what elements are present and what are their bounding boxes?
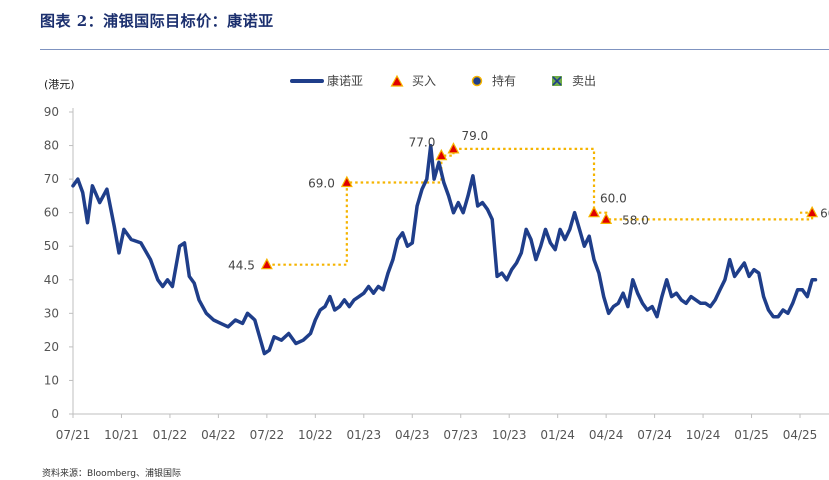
y-tick-label: 10: [44, 373, 59, 387]
legend-label-sell: 卖出: [572, 74, 597, 88]
buy-marker: [435, 148, 448, 161]
y-tick-label: 60: [44, 206, 59, 220]
x-tick-label: 01/24: [540, 428, 575, 442]
buy-marker: [806, 205, 819, 218]
target-price-label: 58.0: [622, 213, 649, 227]
target-price-label: 79.0: [461, 129, 488, 143]
x-tick-label: 01/25: [734, 428, 769, 442]
figure-title: 图表 2：浦银国际目标价：康诺亚: [40, 12, 274, 30]
y-tick-label: 70: [44, 172, 59, 186]
x-tick-label: 10/22: [298, 428, 333, 442]
x-tick-label: 07/22: [250, 428, 285, 442]
legend-item-hold: 持有: [470, 72, 516, 89]
x-tick-label: 04/24: [589, 428, 624, 442]
target-price-label: 77.0: [409, 136, 436, 150]
source-note: 资料来源：Bloomberg、浦银国际: [42, 469, 181, 479]
x-tick-label: 10/24: [686, 428, 721, 442]
legend-label-price: 康诺亚: [327, 74, 364, 88]
buy-marker: [447, 142, 460, 154]
legend-item-price: 康诺亚: [290, 72, 363, 89]
buy-marker: [260, 257, 273, 270]
x-tick-label: 07/24: [637, 428, 672, 442]
buy-marker: [340, 175, 353, 188]
buy-triangle-icon: [390, 74, 404, 87]
legend-item-sell: 卖出: [550, 72, 596, 89]
legend-item-buy: 买入: [390, 72, 436, 89]
x-tick-label: 07/23: [443, 428, 478, 442]
x-tick-label: 10/21: [104, 428, 139, 442]
y-tick-label: 50: [44, 239, 59, 253]
x-tick-label: 04/23: [395, 428, 430, 442]
buy-marker: [588, 205, 601, 218]
target-price-label: 60.0: [820, 207, 829, 221]
x-tick-label: 10/23: [492, 428, 527, 442]
target-price-line: [266, 147, 814, 266]
target-price-label: 69.0: [308, 176, 335, 190]
legend-label-buy: 买入: [412, 74, 437, 88]
title-divider: [40, 49, 829, 50]
x-tick-label: 01/23: [347, 428, 382, 442]
hold-circle-icon: [471, 75, 483, 86]
x-tick-label: 04/22: [201, 428, 236, 442]
x-tick-label: 07/21: [56, 428, 91, 442]
y-tick-label: 30: [44, 306, 59, 320]
target-price-label: 44.5: [228, 259, 255, 273]
target-price-label: 60.0: [600, 192, 627, 206]
legend-label-hold: 持有: [492, 74, 517, 88]
y-tick-label: 80: [44, 139, 59, 153]
y-tick-label: 0: [51, 407, 59, 421]
y-axis-unit-label: (港元): [44, 78, 75, 91]
y-tick-label: 40: [44, 273, 59, 287]
y-tick-label: 20: [44, 340, 59, 354]
legend-line-swatch: [290, 78, 324, 83]
x-tick-label: 04/25: [783, 428, 818, 442]
buy-marker: [600, 212, 613, 224]
sell-square-x-icon: [552, 75, 562, 86]
x-tick-label: 01/22: [153, 428, 188, 442]
price-series-line: [71, 143, 818, 356]
y-tick-label: 90: [44, 105, 59, 119]
